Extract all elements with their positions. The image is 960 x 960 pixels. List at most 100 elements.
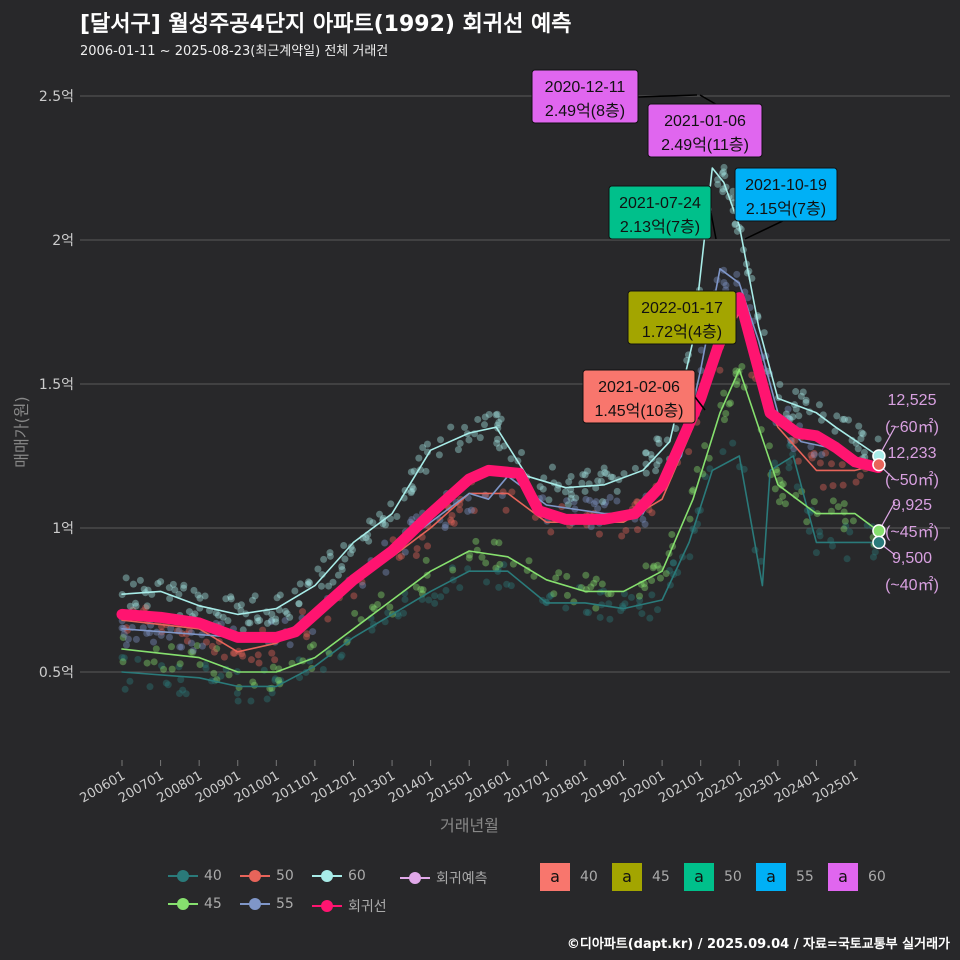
annotation-box xyxy=(608,185,712,240)
annotation-price: 2.13억(7층) xyxy=(620,218,700,236)
scatter-point-60 xyxy=(325,582,333,590)
scatter-point-40 xyxy=(545,593,553,601)
scatter-point-40 xyxy=(507,582,515,590)
scatter-point-45 xyxy=(693,465,701,473)
scatter-point-40 xyxy=(483,578,491,586)
scatter-point-50 xyxy=(618,532,626,540)
scatter-point-60 xyxy=(264,619,272,627)
scatter-point-55 xyxy=(309,628,317,636)
scatter-point-45 xyxy=(834,503,842,511)
scatter-point-60 xyxy=(607,473,615,481)
scatter-point-40 xyxy=(785,464,793,472)
prediction-area: (~40㎡) xyxy=(885,576,939,594)
legend-box-swatch: a xyxy=(540,863,570,891)
scatter-point-40 xyxy=(437,593,445,601)
scatter-point-60 xyxy=(776,380,784,388)
scatter-point-40 xyxy=(217,672,225,680)
scatter-point-60 xyxy=(859,430,867,438)
scatter-point-60 xyxy=(254,617,262,625)
scatter-point-45 xyxy=(176,660,184,668)
scatter-point-50 xyxy=(447,518,455,526)
scatter-point-55 xyxy=(408,516,416,524)
series-line-40 xyxy=(121,455,879,688)
scatter-point-60 xyxy=(326,552,334,560)
scatter-point-40 xyxy=(648,591,656,599)
scatter-point-60 xyxy=(860,448,868,456)
scatter-point-60 xyxy=(844,416,852,424)
scatter-point-55 xyxy=(639,515,647,523)
scatter-point-60 xyxy=(196,594,204,602)
scatter-point-60 xyxy=(795,412,803,420)
scatter-point-60 xyxy=(369,519,377,527)
scatter-point-60 xyxy=(597,470,605,478)
scatter-point-45 xyxy=(662,570,670,578)
scatter-point-50 xyxy=(268,649,276,657)
scatter-point-40 xyxy=(638,610,646,618)
scatter-point-60 xyxy=(720,168,728,176)
scatter-point-60 xyxy=(548,463,556,471)
scatter-point-50 xyxy=(324,615,332,623)
scatter-point-45 xyxy=(598,580,606,588)
scatter-point-40 xyxy=(399,609,407,617)
scatter-point-45 xyxy=(150,658,158,666)
scatter-point-45 xyxy=(776,476,784,484)
scatter-point-60 xyxy=(157,578,165,586)
scatter-point-60 xyxy=(731,220,739,228)
scatter-point-45 xyxy=(370,605,378,613)
scatter-point-40 xyxy=(319,666,327,674)
scatter-point-60 xyxy=(792,405,800,413)
scatter-point-60 xyxy=(340,542,348,550)
scatter-point-55 xyxy=(606,493,614,501)
scatter-point-40 xyxy=(654,606,662,614)
scatter-point-55 xyxy=(267,618,275,626)
scatter-point-60 xyxy=(493,410,501,418)
scatter-point-60 xyxy=(495,444,503,452)
scatter-point-60 xyxy=(600,464,608,472)
scatter-point-40 xyxy=(158,662,166,670)
scatter-point-55 xyxy=(641,520,649,528)
scatter-point-55 xyxy=(720,278,728,286)
scatter-point-60 xyxy=(567,472,575,480)
scatter-point-45 xyxy=(250,681,258,689)
scatter-point-60 xyxy=(494,435,502,443)
scatter-point-45 xyxy=(249,678,257,686)
scatter-point-45 xyxy=(306,643,314,651)
scatter-point-45 xyxy=(840,525,848,533)
scatter-point-60 xyxy=(291,587,299,595)
scatter-point-40 xyxy=(295,656,303,664)
scatter-point-60 xyxy=(642,449,650,457)
scatter-point-45 xyxy=(705,454,713,462)
scatter-point-40 xyxy=(394,612,402,620)
scatter-point-50 xyxy=(183,637,191,645)
legend-label: 60 xyxy=(868,869,886,885)
scatter-point-50 xyxy=(856,472,864,480)
scatter-point-50 xyxy=(412,552,420,560)
scatter-point-45 xyxy=(771,485,779,493)
scatter-point-40 xyxy=(500,561,508,569)
scatter-point-60 xyxy=(338,562,346,570)
scatter-point-60 xyxy=(273,594,281,602)
scatter-point-40 xyxy=(164,681,172,689)
scatter-point-45 xyxy=(417,585,425,593)
y-axis-label: 매매가(원) xyxy=(12,396,31,468)
scatter-point-60 xyxy=(493,439,501,447)
scatter-point-40 xyxy=(118,653,126,661)
scatter-point-60 xyxy=(422,467,430,475)
scatter-point-60 xyxy=(815,401,823,409)
scatter-point-60 xyxy=(554,485,562,493)
scatter-point-60 xyxy=(276,591,284,599)
scatter-point-45 xyxy=(235,683,243,691)
scatter-point-40 xyxy=(175,663,183,671)
scatter-point-50 xyxy=(807,451,815,459)
scatter-point-60 xyxy=(381,521,389,529)
scatter-point-55 xyxy=(198,642,206,650)
y-tick-label: 2억 xyxy=(52,233,74,249)
scatter-point-45 xyxy=(160,665,168,673)
scatter-point-50 xyxy=(220,653,228,661)
legend-label: 45 xyxy=(652,869,670,885)
scatter-point-50 xyxy=(685,448,693,456)
legend-box-swatch: a xyxy=(828,863,858,891)
annotation-date: 2021-01-06 xyxy=(664,113,746,130)
legend-box-swatch: a xyxy=(612,863,642,891)
scatter-point-40 xyxy=(179,686,187,694)
